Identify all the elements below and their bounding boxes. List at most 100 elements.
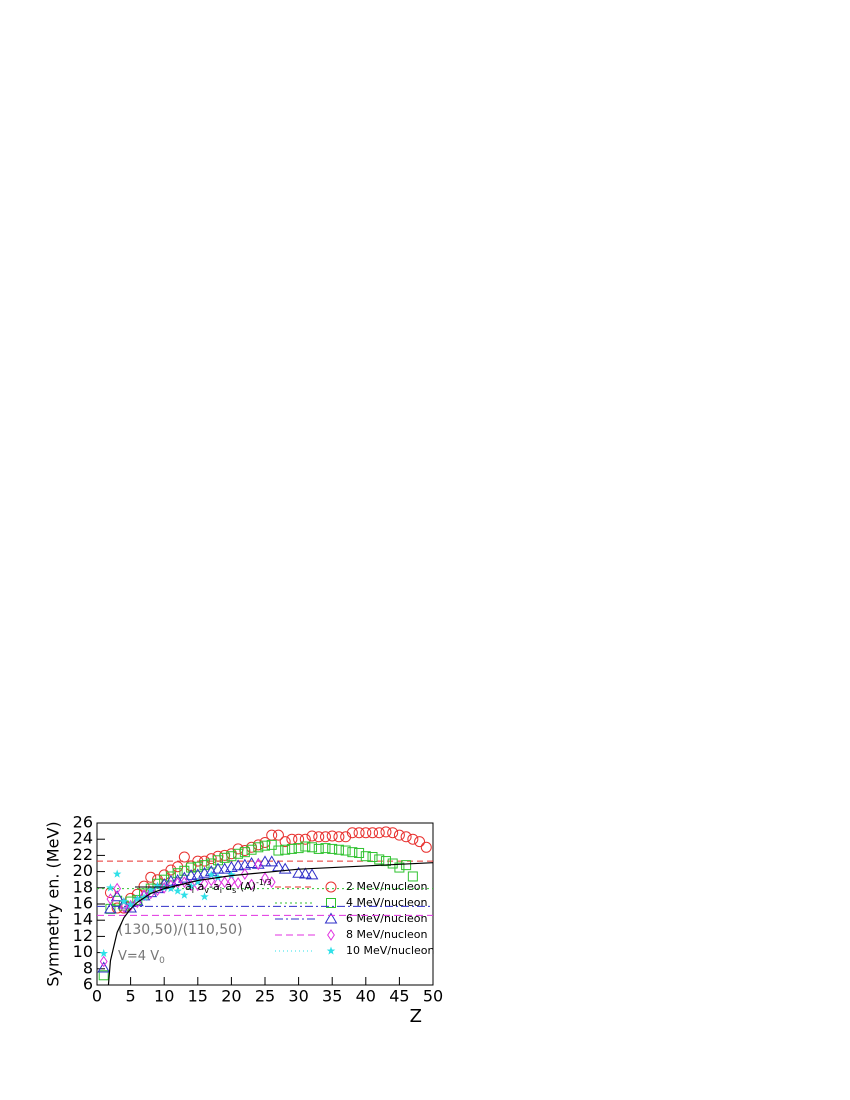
legend-label: 2 MeV/nucleon	[346, 880, 428, 893]
marker	[193, 877, 203, 886]
marker	[347, 847, 358, 858]
marker	[313, 843, 324, 854]
marker	[186, 881, 196, 890]
marker	[354, 847, 365, 858]
marker	[200, 877, 209, 890]
marker	[226, 851, 237, 862]
x-tick-label: 35	[322, 987, 342, 1006]
annotation-sub: 0	[159, 956, 165, 966]
marker	[212, 855, 223, 866]
marker	[140, 889, 148, 901]
marker	[146, 885, 156, 894]
marker	[160, 881, 169, 894]
marker	[420, 841, 432, 853]
marker	[98, 970, 109, 981]
marker	[280, 844, 291, 855]
marker	[219, 852, 230, 863]
marker	[414, 836, 426, 848]
marker	[104, 902, 117, 914]
y-tick-label: 16	[73, 894, 93, 913]
x-tick-label: 0	[92, 987, 102, 1006]
marker	[340, 845, 351, 856]
marker	[247, 878, 256, 891]
marker	[279, 836, 291, 848]
marker	[407, 871, 418, 882]
x-tick-label: 45	[389, 987, 409, 1006]
marker	[227, 870, 236, 879]
marker	[360, 827, 372, 839]
marker	[278, 862, 292, 874]
marker	[151, 882, 164, 894]
legend-marker	[327, 929, 335, 941]
marker	[340, 831, 352, 843]
marker	[266, 839, 277, 850]
marker	[246, 844, 257, 855]
x-tick-label: 40	[356, 987, 376, 1006]
marker	[126, 900, 135, 909]
y-tick-label: 18	[73, 877, 93, 896]
legend-label-script: -1/3	[256, 878, 272, 887]
marker	[320, 843, 331, 854]
marker	[373, 827, 385, 839]
marker	[333, 844, 344, 855]
marker	[245, 857, 258, 868]
marker	[180, 876, 189, 889]
annotation: (130,50)/(110,50)	[118, 922, 243, 938]
marker	[319, 831, 331, 843]
marker	[192, 861, 203, 872]
marker	[367, 852, 378, 863]
marker	[240, 868, 249, 880]
marker	[400, 831, 412, 843]
marker	[178, 851, 190, 863]
marker	[110, 890, 124, 902]
legend-marker	[326, 898, 336, 908]
x-tick-label: 25	[255, 987, 275, 1006]
legend-label: 4 MeV/nucleon	[346, 896, 428, 909]
marker	[401, 860, 412, 871]
legend-label-text: -a	[209, 880, 220, 893]
marker	[258, 855, 272, 867]
marker	[233, 848, 244, 859]
marker	[407, 833, 419, 845]
marker	[300, 841, 311, 852]
legend-marker	[324, 912, 338, 924]
x-tick-label: 30	[288, 987, 308, 1006]
y-tick-label: 6	[83, 975, 93, 994]
marker	[133, 894, 142, 903]
y-tick-label: 22	[73, 845, 93, 864]
marker	[213, 872, 223, 881]
marker	[119, 901, 128, 914]
marker	[206, 858, 217, 869]
y-tick-label: 20	[73, 861, 93, 880]
marker	[367, 827, 379, 839]
x-tick-label: 20	[221, 987, 241, 1006]
marker	[119, 897, 129, 906]
marker	[305, 868, 319, 880]
marker	[214, 877, 222, 889]
marker	[327, 843, 338, 854]
marker	[298, 867, 312, 879]
marker	[286, 843, 297, 854]
x-tick-label: 5	[126, 987, 136, 1006]
legend-label-text: (A)	[236, 880, 256, 893]
marker	[254, 858, 263, 871]
marker	[106, 883, 115, 892]
annotation: V=4 V0	[118, 949, 165, 966]
x-tick-label: 15	[188, 987, 208, 1006]
y-tick-label: 26	[73, 813, 93, 832]
x-axis-label: Z	[410, 1006, 422, 1027]
y-tick-label: 10	[73, 942, 93, 961]
marker	[306, 830, 318, 842]
legend-label-text: a	[185, 880, 192, 893]
marker	[239, 847, 250, 858]
marker	[380, 826, 392, 838]
legend-label: ai av-ai as (A)-1/3	[185, 878, 272, 895]
marker	[267, 876, 276, 889]
marker	[272, 829, 284, 841]
marker	[153, 881, 162, 890]
legend-label-text: a	[194, 880, 204, 893]
y-tick-label: 8	[83, 958, 93, 977]
marker	[231, 859, 245, 871]
curve	[107, 862, 434, 986]
